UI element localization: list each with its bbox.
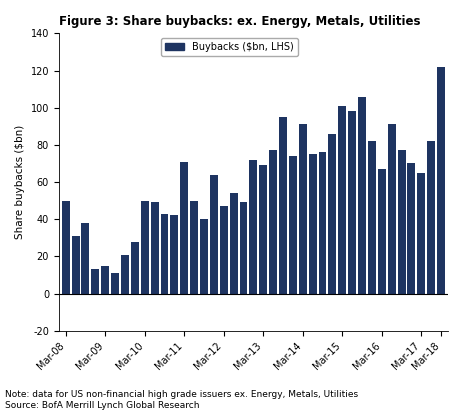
Bar xyxy=(378,169,386,294)
Bar xyxy=(309,154,317,294)
Bar xyxy=(398,150,406,294)
Bar xyxy=(319,152,326,294)
Bar xyxy=(427,141,435,294)
Bar xyxy=(348,111,356,294)
Bar xyxy=(279,117,287,294)
Bar xyxy=(328,134,337,294)
Bar xyxy=(230,193,238,294)
Text: Note: data for US non-financial high grade issuers ex. Energy, Metals, Utilities: Note: data for US non-financial high gra… xyxy=(5,390,358,410)
Bar xyxy=(388,124,396,294)
Bar xyxy=(368,141,376,294)
Bar xyxy=(200,219,208,294)
Text: Figure 3: Share buybacks: ex. Energy, Metals, Utilities: Figure 3: Share buybacks: ex. Energy, Me… xyxy=(59,15,420,28)
Bar xyxy=(289,156,297,294)
Bar xyxy=(338,106,346,294)
Bar xyxy=(210,175,218,294)
Legend: Buybacks ($bn, LHS): Buybacks ($bn, LHS) xyxy=(161,38,298,56)
Bar xyxy=(121,255,129,294)
Bar xyxy=(437,67,445,294)
Bar xyxy=(101,266,109,294)
Bar xyxy=(269,150,277,294)
Bar xyxy=(150,202,158,294)
Bar xyxy=(407,163,415,294)
Bar xyxy=(190,201,198,294)
Bar xyxy=(358,97,366,294)
Bar xyxy=(299,124,307,294)
Bar xyxy=(91,269,99,294)
Bar xyxy=(131,241,139,294)
Bar xyxy=(170,215,178,294)
Bar xyxy=(72,236,80,294)
Bar xyxy=(220,206,228,294)
Bar xyxy=(250,160,257,294)
Bar xyxy=(141,201,149,294)
Bar xyxy=(239,202,247,294)
Bar xyxy=(111,273,119,294)
Bar xyxy=(259,165,267,294)
Bar xyxy=(62,201,69,294)
Bar xyxy=(180,162,188,294)
Bar xyxy=(81,223,89,294)
Y-axis label: Share buybacks ($bn): Share buybacks ($bn) xyxy=(15,125,25,239)
Bar xyxy=(417,173,425,294)
Bar xyxy=(161,214,169,294)
